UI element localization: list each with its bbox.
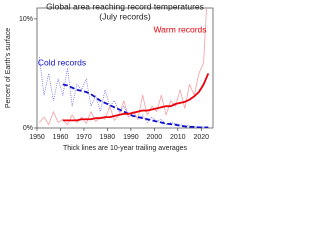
series-line [38,57,209,128]
x-tick-label: 1980 [100,134,116,141]
y-tick-label: 0% [23,125,33,132]
plot-lines [38,8,210,128]
plot-frame [36,7,214,129]
chart-title: Global area reaching record temperatures [46,1,204,11]
x-tick-label: 2020 [193,134,209,141]
x-tick-label: 2000 [147,134,163,141]
series-line [62,83,209,128]
annotation: Cold records [38,57,86,67]
x-tick-label: 1950 [29,134,45,141]
footnote: Thick lines are 10-year trailing average… [63,145,188,152]
x-tick-label: 2010 [170,134,186,141]
annotation: Warm records [153,24,206,34]
y-axis-label: Percent of Earth's surface [5,28,12,108]
y-tick-label: 10% [19,16,33,23]
x-tick-label: 1990 [123,134,139,141]
series-line [62,73,210,122]
x-tick-label: 1960 [53,134,69,141]
chart-subtitle: (July records) [99,11,151,21]
series-line [39,8,207,126]
x-tick-label: 1970 [76,134,92,141]
chart: Global area reaching record temperatures… [5,1,214,152]
